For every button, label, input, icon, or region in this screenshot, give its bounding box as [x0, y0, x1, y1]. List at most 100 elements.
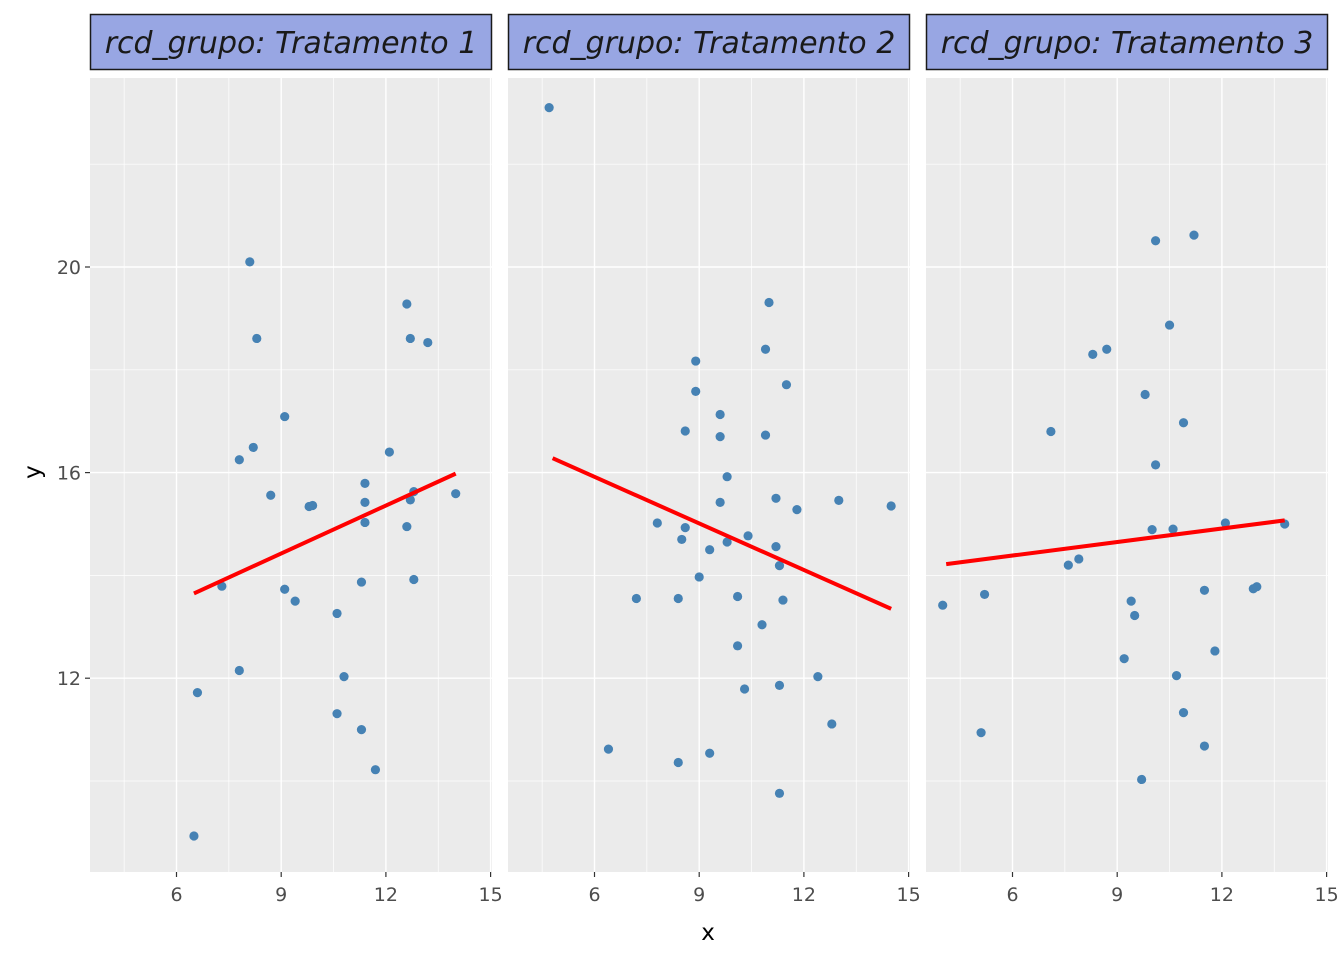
data-point — [732, 641, 743, 651]
panels-layer: rcd_grupo: Tratamento 1 6 9 12 15 12 16 20 rcd_g… — [57, 13, 1339, 906]
data-point — [732, 591, 743, 602]
panel-background — [926, 78, 1328, 872]
x-tick-label: 15 — [897, 884, 921, 906]
y-axis-title: y — [20, 465, 46, 479]
data-point — [781, 380, 792, 390]
x-tick-label: 12 — [792, 884, 816, 906]
data-point — [1164, 320, 1175, 330]
facet-strip-label: rcd_grupo: Tratamento 2 — [523, 26, 896, 61]
data-point — [280, 411, 290, 422]
data-point — [248, 442, 258, 453]
data-point — [715, 409, 725, 420]
data-point — [360, 517, 370, 528]
data-point — [680, 522, 690, 533]
y-tick-label: 16 — [57, 463, 81, 485]
data-point — [774, 680, 785, 690]
facet-strip-label: rcd_grupo: Tratamento 1 — [105, 26, 478, 61]
data-point — [739, 684, 750, 694]
data-point — [384, 447, 394, 457]
data-point — [1150, 236, 1161, 246]
data-point — [1178, 418, 1189, 428]
facet-panel-1: rcd_grupo: Tratamento 1 6 9 12 15 12 16 20 — [57, 13, 503, 906]
x-tick-label: 15 — [1315, 884, 1339, 906]
x-tick-label: 9 — [1111, 884, 1123, 906]
data-point — [332, 608, 342, 619]
data-point — [677, 534, 687, 545]
facet-strip-label: rcd_grupo: Tratamento 3 — [941, 26, 1314, 61]
data-point — [1137, 774, 1147, 785]
data-point — [938, 600, 948, 610]
data-point — [252, 333, 262, 344]
data-point — [1074, 554, 1084, 564]
x-tick-label: 6 — [588, 884, 600, 906]
data-point — [631, 593, 641, 604]
data-point — [290, 596, 300, 606]
data-point — [1046, 426, 1056, 437]
data-point — [673, 757, 683, 768]
data-point — [691, 386, 701, 396]
data-point — [813, 672, 823, 682]
data-point — [217, 581, 227, 591]
data-point — [705, 545, 715, 555]
data-point — [652, 518, 662, 528]
y-tick-label: 20 — [57, 257, 81, 279]
data-point — [1189, 230, 1199, 240]
data-point — [1178, 708, 1189, 718]
data-point — [976, 728, 986, 738]
data-point — [827, 719, 837, 729]
data-point — [423, 337, 433, 348]
data-point — [332, 709, 342, 719]
data-point — [1252, 582, 1262, 592]
y-tick-label: 12 — [57, 668, 81, 690]
panel-background — [508, 78, 910, 872]
x-tick-label: 6 — [1006, 884, 1018, 906]
data-point — [1130, 610, 1140, 621]
data-point — [886, 501, 896, 511]
data-point — [544, 103, 554, 113]
facet-panel-3: rcd_grupo: Tratamento 3 6 9 12 15 — [925, 13, 1339, 906]
x-tick-label: 15 — [479, 884, 503, 906]
data-point — [402, 299, 412, 309]
data-point — [1168, 524, 1178, 534]
data-point — [360, 478, 370, 488]
data-point — [370, 765, 381, 775]
data-point — [774, 561, 785, 571]
data-point — [1210, 646, 1220, 656]
data-point — [356, 577, 367, 587]
data-point — [778, 595, 788, 605]
data-point — [451, 489, 461, 499]
data-point — [266, 490, 276, 500]
x-tick-label: 6 — [170, 884, 182, 906]
fit-line — [945, 518, 1285, 567]
x-tick-label: 9 — [275, 884, 287, 906]
data-point — [245, 257, 255, 267]
data-point — [1088, 349, 1098, 359]
data-point — [189, 831, 199, 841]
data-point — [680, 426, 690, 436]
data-point — [1126, 596, 1136, 606]
x-axis-title: x — [701, 920, 715, 946]
data-point — [691, 356, 701, 366]
facet-strip — [89, 13, 493, 71]
data-point — [771, 493, 781, 503]
fit-line — [551, 456, 892, 611]
data-point — [722, 537, 732, 547]
x-tick-label: 9 — [693, 884, 705, 906]
data-point — [774, 788, 785, 798]
data-point — [743, 531, 753, 541]
data-point — [757, 620, 767, 630]
data-point — [308, 500, 318, 511]
data-point — [192, 687, 203, 698]
data-point — [1063, 560, 1073, 570]
data-point — [722, 472, 732, 482]
data-point — [1150, 460, 1161, 470]
facet-panel-2: rcd_grupo: Tratamento 2 6 9 12 15 — [507, 13, 921, 906]
data-point — [1220, 518, 1230, 528]
data-point — [760, 344, 771, 354]
data-point — [1171, 671, 1182, 681]
data-point — [760, 430, 771, 440]
data-point — [234, 665, 244, 676]
data-point — [360, 497, 370, 508]
facet-strip — [925, 13, 1329, 71]
